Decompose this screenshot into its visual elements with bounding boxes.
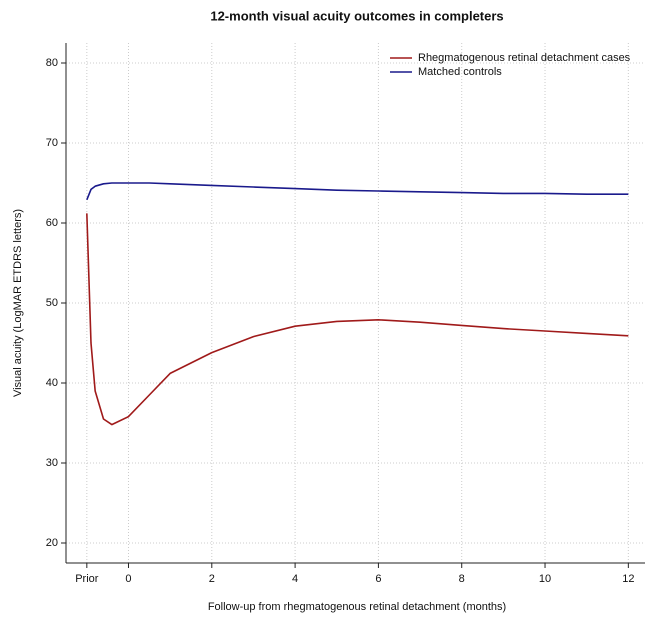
y-axis-label: Visual acuity (LogMAR ETDRS letters)	[12, 209, 24, 397]
y-tick-label: 70	[46, 137, 58, 149]
chart-title: 12-month visual acuity outcomes in compl…	[210, 8, 503, 23]
x-tick-label: 4	[292, 573, 298, 585]
y-tick-label: 40	[46, 377, 58, 389]
series-line	[86, 182, 629, 201]
x-tick-label: 12	[622, 573, 634, 585]
x-axis-label: Follow-up from rhegmatogenous retinal de…	[208, 601, 506, 613]
x-tick-label: 2	[209, 573, 215, 585]
y-tick-label: 30	[46, 457, 58, 469]
y-tick-label: 20	[46, 537, 58, 549]
legend-label: Matched controls	[418, 66, 502, 78]
y-tick-label: 80	[46, 57, 58, 69]
y-tick-label: 50	[46, 297, 58, 309]
x-tick-label: 8	[459, 573, 465, 585]
x-tick-label: 10	[539, 573, 551, 585]
series-line	[86, 213, 629, 426]
x-tick-label: 6	[375, 573, 381, 585]
legend-label: Rhegmatogenous retinal detachment cases	[418, 52, 631, 64]
y-tick-label: 60	[46, 217, 58, 229]
x-tick-label: 0	[125, 573, 131, 585]
x-tick-label: Prior	[75, 573, 99, 585]
